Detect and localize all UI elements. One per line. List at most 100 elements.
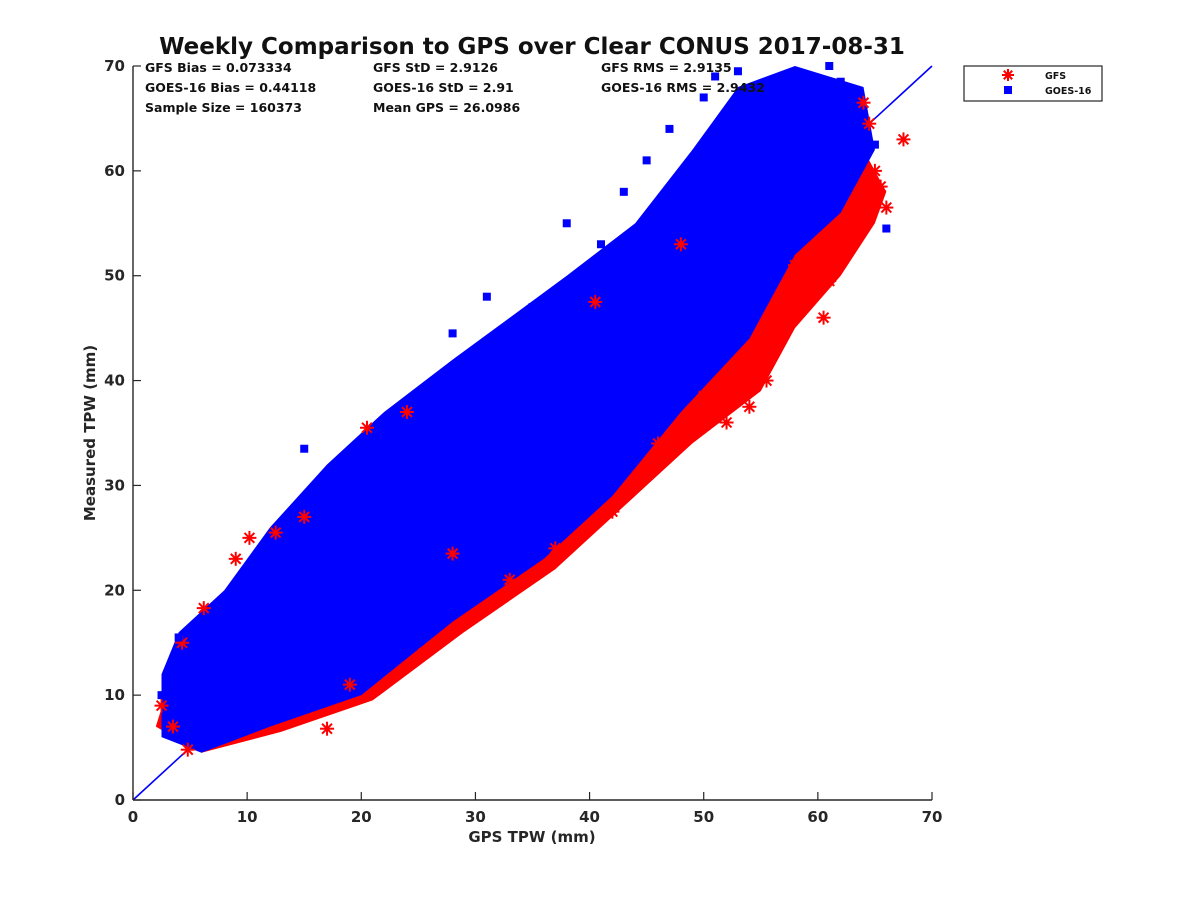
goes16-point	[163, 712, 172, 721]
stat-text: GOES-16 RMS = 2.9432	[601, 80, 765, 95]
stat-text: GFS RMS = 2.9135	[601, 60, 732, 75]
goes16-point	[357, 439, 366, 448]
goes16-point	[619, 187, 628, 196]
chart-title: Weekly Comparison to GPS over Clear CONU…	[159, 34, 905, 60]
goes16-point	[642, 156, 651, 165]
y-tick-label: 0	[115, 791, 125, 809]
legend-goes16-marker	[1004, 86, 1012, 94]
legend: GFS GOES-16	[963, 65, 1103, 102]
gfs-point	[782, 284, 797, 299]
y-axis-label: Measured TPW (mm)	[81, 345, 99, 521]
goes16-point	[791, 208, 800, 217]
goes16-point	[699, 93, 708, 102]
gfs-point	[548, 541, 563, 556]
gfs-point	[719, 415, 734, 430]
gfs-point	[696, 389, 711, 404]
gfs-point	[154, 698, 169, 713]
gfs-point	[268, 525, 283, 540]
stat-text: GOES-16 Bias = 0.44118	[145, 80, 316, 95]
goes16-point	[334, 512, 343, 521]
gfs-point	[873, 179, 888, 194]
goes16-point	[265, 554, 274, 563]
gfs-point	[862, 116, 877, 131]
x-tick-label: 60	[807, 808, 828, 826]
y-tick-label: 60	[104, 162, 125, 180]
x-tick-label: 0	[128, 808, 138, 826]
gfs-point	[822, 273, 837, 288]
goes16-point	[756, 82, 765, 91]
goes16-point	[562, 219, 571, 228]
goes16-point	[711, 72, 720, 81]
x-tick-label: 50	[693, 808, 714, 826]
gfs-point	[845, 226, 860, 241]
gfs-point	[417, 646, 432, 661]
legend-goes16-label: GOES-16	[1045, 86, 1092, 97]
gfs-point	[742, 399, 757, 414]
gfs-point	[165, 719, 180, 734]
goes16-point	[528, 303, 537, 312]
x-tick-label: 30	[465, 808, 486, 826]
goes16-point	[848, 93, 857, 102]
x-tick-label: 70	[922, 808, 943, 826]
axes: 0 10 20 30 40 50 60 70 0 10 20 30 40 50 60 70	[104, 57, 942, 826]
stat-text: GOES-16 StD = 2.91	[373, 80, 514, 95]
goes16-point	[825, 62, 834, 70]
gfs-point	[759, 373, 774, 388]
one-to-one-line	[132, 65, 933, 801]
goes16-point	[882, 224, 891, 233]
goes16-point	[768, 124, 777, 133]
goes16-point	[414, 397, 423, 406]
goes16-point	[186, 733, 195, 742]
gfs-point	[639, 467, 654, 482]
y-tick-label: 10	[104, 686, 125, 704]
goes16-point	[243, 617, 252, 626]
gfs-point	[896, 132, 911, 147]
x-tick-label: 40	[579, 808, 600, 826]
goes16-point	[813, 219, 822, 228]
x-axis-label: GPS TPW (mm)	[468, 828, 595, 846]
gfs-point	[588, 294, 603, 309]
statistics-block: GFS Bias = 0.073334 GFS StD = 2.9126 GFS R…	[145, 60, 765, 115]
gfs-point	[242, 530, 257, 545]
gfs-point	[445, 546, 460, 561]
y-tick-label: 40	[104, 372, 125, 390]
gfs-point	[320, 721, 335, 736]
goes16-point	[596, 240, 605, 249]
gfs-point	[651, 436, 666, 451]
gfs-point	[850, 195, 865, 210]
y-tick-label: 20	[104, 581, 125, 599]
stat-text: Sample Size = 160373	[145, 100, 302, 115]
gfs-point	[816, 310, 831, 325]
legend-gfs-label: GFS	[1045, 71, 1066, 82]
gfs-point	[765, 347, 780, 362]
goes16-point	[157, 691, 166, 700]
goes16-point	[779, 166, 788, 175]
gfs-point	[180, 742, 195, 757]
gfs-point	[502, 572, 517, 587]
gfs-point	[297, 509, 312, 524]
y-tick-label: 30	[104, 476, 125, 494]
gfs-point	[342, 677, 357, 692]
stat-text: Mean GPS = 26.0986	[373, 100, 520, 115]
stat-text: GFS Bias = 0.073334	[145, 60, 292, 75]
goes16-point	[836, 77, 845, 86]
goes16-point-cloud	[161, 66, 875, 753]
goes16-point	[208, 659, 217, 668]
gfs-point	[788, 258, 803, 273]
goes16-point	[870, 140, 879, 149]
gfs-point	[196, 601, 211, 616]
gfs-point	[605, 504, 620, 519]
legend-gfs-marker	[1002, 69, 1014, 81]
y-tick-label: 70	[104, 57, 125, 75]
gfs-point	[879, 200, 894, 215]
gfs-point	[359, 420, 374, 435]
gfs-point	[673, 237, 688, 252]
gfs-point	[833, 237, 848, 252]
goes16-point	[448, 329, 457, 338]
x-tick-label: 10	[237, 808, 258, 826]
gfs-point	[867, 163, 882, 178]
y-tick-label: 50	[104, 267, 125, 285]
legend-box	[963, 65, 1103, 102]
gfs-point	[856, 95, 871, 110]
